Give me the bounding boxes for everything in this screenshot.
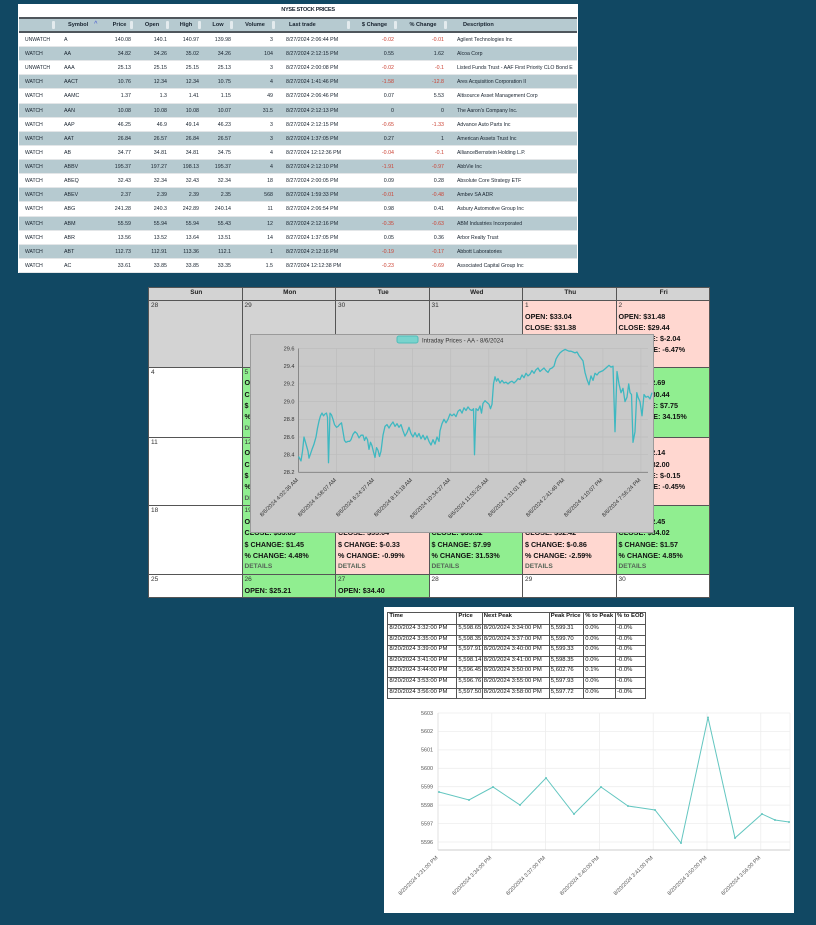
svg-text:5600: 5600 — [421, 766, 433, 772]
svg-text:8/6/2024 4:02:36 AM: 8/6/2024 4:02:36 AM — [259, 477, 300, 518]
svg-text:8/6/2024 4:10:07 PM: 8/6/2024 4:10:07 PM — [563, 477, 604, 518]
svg-text:29.2: 29.2 — [284, 382, 295, 388]
svg-text:29.4: 29.4 — [284, 364, 295, 370]
svg-text:8/6/2024 7:56:24 PM: 8/6/2024 7:56:24 PM — [601, 477, 642, 518]
svg-text:28.2: 28.2 — [284, 470, 295, 476]
svg-text:28.6: 28.6 — [284, 435, 295, 441]
svg-text:5601: 5601 — [421, 748, 433, 754]
svg-text:Intraday Prices - AA - 8/6/202: Intraday Prices - AA - 8/6/2024 — [422, 339, 504, 345]
svg-text:8/6/2024 8:15:18 AM: 8/6/2024 8:15:18 AM — [373, 477, 414, 518]
svg-text:8/20/2024 3:50:00 PM: 8/20/2024 3:50:00 PM — [667, 855, 709, 897]
svg-text:8/6/2024 11:55:25 AM: 8/6/2024 11:55:25 AM — [448, 477, 491, 520]
svg-text:8/20/2024 3:37:00 PM: 8/20/2024 3:37:00 PM — [505, 855, 547, 897]
svg-text:8/6/2024 1:31:01 PM: 8/6/2024 1:31:01 PM — [487, 477, 528, 518]
svg-text:5596: 5596 — [421, 840, 433, 846]
svg-text:8/20/2024 3:34:00 PM: 8/20/2024 3:34:00 PM — [451, 855, 493, 897]
svg-text:28.8: 28.8 — [284, 417, 295, 423]
svg-text:5598: 5598 — [421, 803, 433, 809]
svg-text:5603: 5603 — [421, 711, 433, 717]
svg-text:29.6: 29.6 — [284, 346, 295, 352]
svg-text:8/20/2024 3:41:00 PM: 8/20/2024 3:41:00 PM — [613, 855, 655, 897]
svg-text:5599: 5599 — [421, 785, 433, 791]
svg-text:5597: 5597 — [421, 821, 433, 827]
svg-text:8/6/2024 10:34:37 AM: 8/6/2024 10:34:37 AM — [409, 477, 452, 520]
svg-text:29.0: 29.0 — [284, 399, 295, 405]
svg-text:5602: 5602 — [421, 729, 433, 735]
svg-text:8/6/2024 2:41:46 PM: 8/6/2024 2:41:46 PM — [525, 477, 566, 518]
svg-text:8/6/2024 6:24:37 AM: 8/6/2024 6:24:37 AM — [335, 477, 376, 518]
svg-text:8/20/2024 3:40:00 PM: 8/20/2024 3:40:00 PM — [559, 855, 601, 897]
svg-text:8/20/2024 3:56:00 PM: 8/20/2024 3:56:00 PM — [720, 855, 762, 897]
svg-text:28.4: 28.4 — [284, 453, 295, 459]
svg-text:8/20/2024 3:31:00 PM: 8/20/2024 3:31:00 PM — [398, 855, 440, 897]
svg-text:8/6/2024 4:58:07 AM: 8/6/2024 4:58:07 AM — [297, 477, 338, 518]
